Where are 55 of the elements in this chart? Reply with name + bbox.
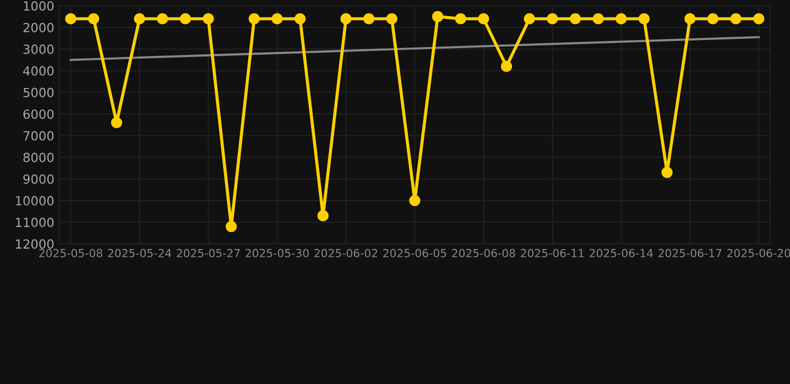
point xyxy=(638,13,650,24)
y-tick-label: 2000 xyxy=(23,22,54,32)
x-tick-label: 2025-06-08 xyxy=(452,248,516,258)
y-tick-label: 3000 xyxy=(24,44,54,54)
y-tick-label: 6000 xyxy=(23,109,54,119)
point xyxy=(524,13,535,24)
point xyxy=(386,13,398,24)
point xyxy=(707,13,718,24)
point xyxy=(317,210,329,222)
point xyxy=(180,13,191,24)
x-tick-label: 2025-06-05 xyxy=(383,248,446,258)
y-tick-label: 5000 xyxy=(24,88,54,98)
point xyxy=(592,13,604,24)
point xyxy=(432,11,444,22)
x-tick-label: 2025-05-27 xyxy=(176,248,240,258)
point xyxy=(88,13,100,24)
point xyxy=(616,13,627,24)
y-tick-label: 4000 xyxy=(23,66,54,76)
point xyxy=(478,13,490,24)
point xyxy=(272,13,283,24)
point xyxy=(455,13,466,24)
point xyxy=(202,13,214,24)
point xyxy=(134,13,146,24)
point xyxy=(248,13,260,24)
point xyxy=(546,13,558,24)
x-tick-label: 2025-06-02 xyxy=(314,248,378,258)
point xyxy=(65,13,76,24)
line-series xyxy=(70,36,760,61)
y-tick-label: 11000 xyxy=(16,218,54,228)
x-tick-label: 2025-06-17 xyxy=(658,248,722,258)
point xyxy=(730,13,742,24)
x-tick-label: 2025-05-24 xyxy=(108,248,172,258)
y-tick-label: 12000 xyxy=(16,239,54,249)
point xyxy=(684,13,696,24)
x-tick-label: 2025-05-08 xyxy=(39,248,102,258)
x-tick-label: 2025-06-11 xyxy=(520,248,584,258)
y-tick-label: 7000 xyxy=(24,131,54,141)
point xyxy=(294,13,306,24)
y-tick-label: 8000 xyxy=(23,152,54,162)
point xyxy=(340,13,352,24)
point xyxy=(156,13,168,24)
point xyxy=(661,166,673,178)
y-tick-label: 1000 xyxy=(24,1,54,11)
point xyxy=(500,60,512,72)
y-tick-label: 10000 xyxy=(16,196,54,206)
y-tick-label: 9000 xyxy=(23,174,54,184)
point xyxy=(363,13,374,24)
x-tick-label: 2025-06-14 xyxy=(590,248,653,258)
point xyxy=(111,117,122,128)
x-tick-label: 2025-05-30 xyxy=(246,248,309,258)
point xyxy=(226,220,237,232)
point xyxy=(409,194,420,206)
point xyxy=(570,13,581,24)
point xyxy=(753,13,764,24)
x-tick-label: 2025-06-20 xyxy=(727,248,790,258)
